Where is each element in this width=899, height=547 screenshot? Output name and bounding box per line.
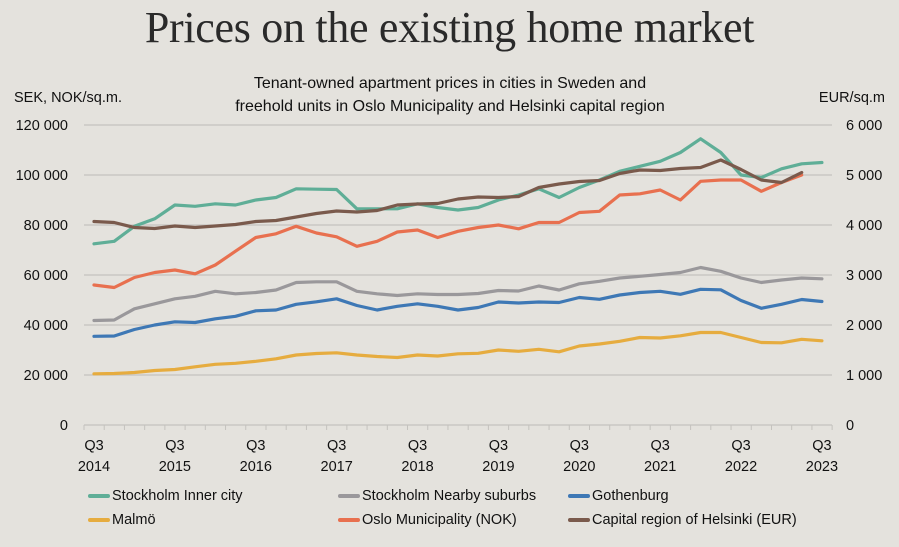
- x-tick-quarter: Q3: [246, 438, 265, 454]
- legend-item: Stockholm Nearby suburbs: [338, 488, 536, 504]
- x-tick-year: 2018: [401, 459, 433, 475]
- legend-label: Stockholm Nearby suburbs: [362, 488, 537, 504]
- right-y-tick-label: 6 000: [846, 118, 882, 134]
- x-tick-quarter: Q3: [812, 438, 831, 454]
- left-y-tick-label: 40 000: [24, 318, 68, 334]
- x-tick-quarter: Q3: [650, 438, 669, 454]
- legend-swatch: [88, 494, 110, 498]
- x-tick-year: 2015: [159, 459, 191, 475]
- x-tick-year: 2019: [482, 459, 514, 475]
- left-y-tick-label: 60 000: [24, 268, 68, 284]
- x-tick-quarter: Q3: [570, 438, 589, 454]
- x-axis: Q3 2014 Q3 2015 Q3 2016 Q3 2017 Q3 2018 Q3 2019 Q3 20…: [78, 424, 838, 475]
- x-tick-year: 2020: [563, 459, 595, 475]
- legend-item: Malmö: [88, 512, 156, 528]
- left-y-tick-label: 20 000: [24, 368, 68, 384]
- subtitle-line-1: Tenant-owned apartment prices in cities …: [253, 75, 647, 92]
- legend-label: Gothenburg: [592, 488, 669, 504]
- x-tick-quarter: Q3: [731, 438, 750, 454]
- x-tick-year: 2014: [78, 459, 110, 475]
- legend-swatch: [338, 494, 360, 498]
- right-y-tick-label: 4 000: [846, 218, 882, 234]
- legend-label: Stockholm Inner city: [112, 488, 243, 504]
- legend-item: Capital region of Helsinki (EUR): [568, 512, 797, 528]
- x-tick-quarter: Q3: [327, 438, 346, 454]
- x-tick-year: 2023: [806, 459, 838, 475]
- x-tick-year: 2021: [644, 459, 676, 475]
- chart-title: Prices on the existing home market: [144, 3, 755, 52]
- legend-swatch: [568, 518, 590, 522]
- right-axis-unit-label: EUR/sq.m: [818, 90, 885, 106]
- x-tick-quarter: Q3: [489, 438, 508, 454]
- legend-item: Stockholm Inner city: [88, 488, 243, 504]
- x-tick-year: 2016: [240, 459, 272, 475]
- subtitle-line-2: freehold units in Oslo Municipality and …: [235, 98, 665, 115]
- gridlines: [84, 124, 832, 376]
- x-tick-quarter: Q3: [165, 438, 184, 454]
- x-tick-year: 2022: [725, 459, 757, 475]
- series-line-gothenburg: [92, 287, 824, 338]
- legend-swatch: [568, 494, 590, 498]
- legend-label: Malmö: [112, 512, 156, 528]
- legend-item: Oslo Municipality (NOK): [338, 512, 517, 528]
- right-y-tick-label: 0: [846, 418, 854, 434]
- x-tick-quarter: Q3: [408, 438, 427, 454]
- left-y-tick-label: 120 000: [16, 118, 68, 134]
- right-y-tick-label: 5 000: [846, 168, 882, 184]
- chart-subtitle: Tenant-owned apartment prices in cities …: [190, 72, 710, 118]
- legend-swatch: [338, 518, 360, 522]
- legend-label: Capital region of Helsinki (EUR): [592, 512, 797, 528]
- series-lines: [92, 137, 824, 376]
- left-y-tick-label: 80 000: [24, 218, 68, 234]
- series-line-malm: [92, 330, 824, 376]
- left-y-axis: 0 20 000 40 000 60 000 80 000 100 000 120 000: [16, 118, 68, 434]
- legend-label: Oslo Municipality (NOK): [362, 512, 517, 528]
- left-y-tick-label: 0: [60, 418, 68, 434]
- right-y-tick-label: 3 000: [846, 268, 882, 284]
- x-tick-year: 2017: [321, 459, 353, 475]
- right-y-tick-label: 1 000: [846, 368, 882, 384]
- left-axis-unit-label: SEK, NOK/sq.m.: [14, 90, 122, 106]
- right-y-tick-label: 2 000: [846, 318, 882, 334]
- left-y-tick-label: 100 000: [16, 168, 68, 184]
- series-line-stockholm-nearby-suburbs: [92, 265, 824, 323]
- series-line-oslo-municipality-nok: [92, 173, 804, 290]
- right-y-axis: 0 1 000 2 000 3 000 4 000 5 000 6 000: [846, 118, 882, 434]
- legend-swatch: [88, 518, 110, 522]
- legend-item: Gothenburg: [568, 488, 669, 504]
- series-line-capital-region-of-helsinki-eur: [92, 158, 804, 231]
- series-line-stockholm-inner-city: [92, 137, 824, 246]
- x-tick-quarter: Q3: [84, 438, 103, 454]
